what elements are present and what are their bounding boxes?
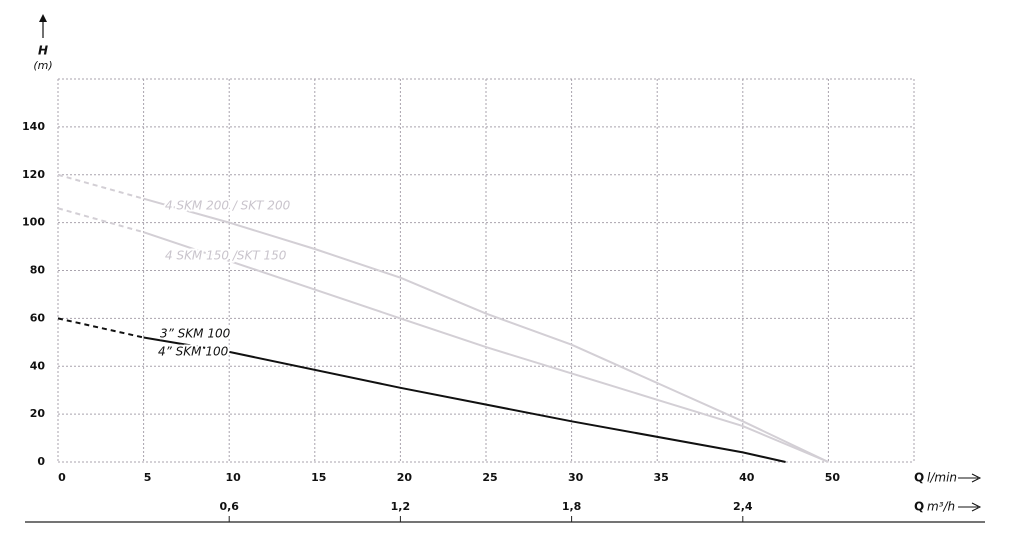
curve-dashed <box>57 317 144 339</box>
x2-tick-label: 1,2 <box>391 500 411 513</box>
y-unit: (m) <box>33 59 52 72</box>
x-tick-label: 30 <box>568 471 584 484</box>
y-tick-label: 120 <box>22 168 45 181</box>
x-tick-label: 25 <box>482 471 497 484</box>
y-tick-label: 40 <box>30 359 46 372</box>
x2-tick-label: 0,6 <box>219 500 239 513</box>
x-tick-label: 5 <box>144 471 152 484</box>
x2-tick-label: 2,4 <box>733 500 753 513</box>
curve <box>143 231 829 463</box>
curve <box>143 336 786 463</box>
curve-label: 4 SKM 150 /SKT 150 <box>165 249 287 263</box>
x-tick-label: 20 <box>397 471 413 484</box>
x-tick-label: 15 <box>311 471 326 484</box>
x2-arrow <box>958 502 982 512</box>
curve <box>143 197 829 463</box>
x-tick-label: 50 <box>825 471 841 484</box>
y-arrowhead <box>39 14 47 22</box>
y-tick-label: 100 <box>22 216 45 229</box>
x-tick-label: 35 <box>654 471 669 484</box>
curve-label: 4 SKM 200 / SKT 200 <box>165 199 291 213</box>
curve-label: 3” SKM 100 <box>160 327 231 341</box>
x-tick-label: 0 <box>58 471 66 484</box>
y-tick-label: 140 <box>22 120 45 133</box>
y-tick-label: 60 <box>30 311 46 324</box>
x-tick-label: 10 <box>226 471 242 484</box>
curve-dashed <box>57 207 144 234</box>
curve-dashed <box>57 173 144 200</box>
x2-label: Q <box>914 500 924 514</box>
curve-label: 4” SKM 100 <box>158 345 229 359</box>
x-unit: l/min <box>927 471 957 485</box>
y-tick-label: 0 <box>37 455 45 468</box>
y-tick-label: 20 <box>30 407 46 420</box>
y-label: H <box>38 44 48 58</box>
x2-tick-label: 1,8 <box>562 500 582 513</box>
x-tick-label: 40 <box>739 471 755 484</box>
x2-unit: m³/h <box>927 500 955 514</box>
x-arrow <box>958 473 982 483</box>
x-label: Q <box>914 471 924 485</box>
y-tick-label: 80 <box>30 264 46 277</box>
